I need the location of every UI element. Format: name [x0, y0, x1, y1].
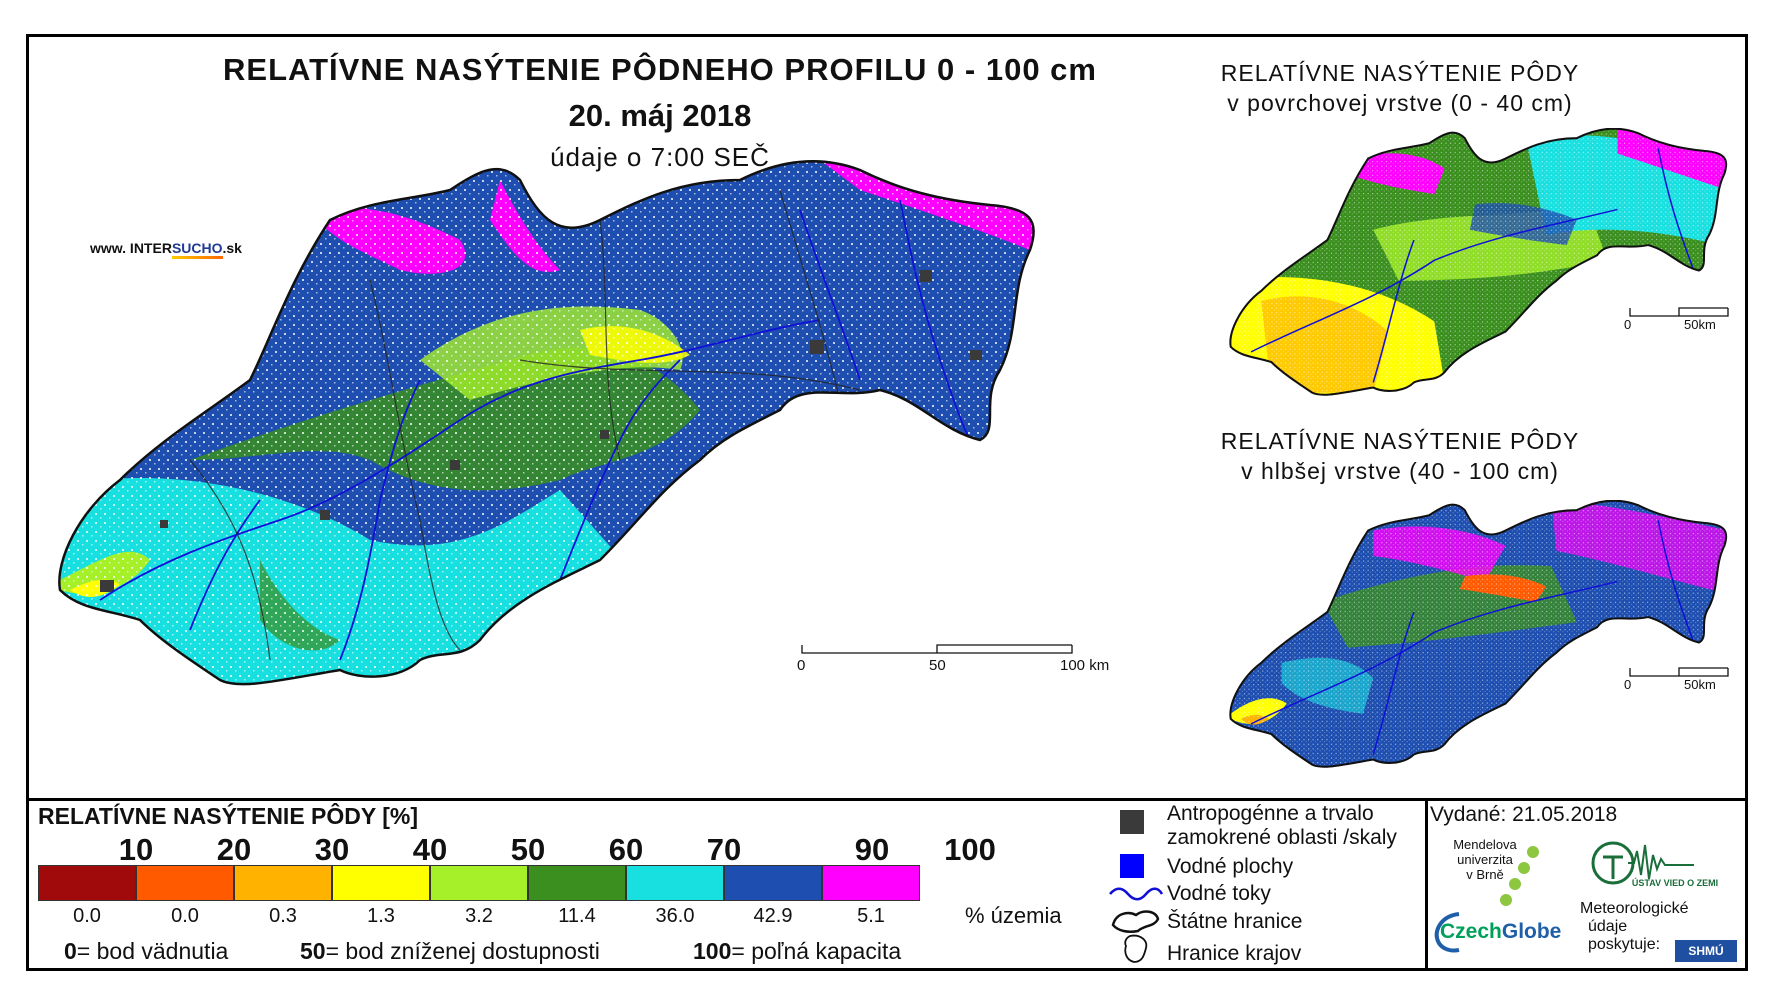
- legend-threshold-10: 10: [118, 832, 154, 867]
- map-time-note: údaje o 7:00 SEČ: [550, 142, 770, 172]
- inset-bottom-scale-bar: [1629, 667, 1729, 677]
- inset-bottom-title-1: RELATÍVNE NASÝTENIE PÔDY: [1220, 428, 1580, 454]
- legend-swatch-8: [822, 865, 920, 901]
- legend-share-8: 5.1: [857, 905, 885, 927]
- definition-100: 100= poľná kapacita: [693, 938, 902, 964]
- legend-threshold-20: 20: [216, 832, 252, 867]
- inset-top-title-1: RELATÍVNE NASÝTENIE PÔDY: [1220, 60, 1580, 86]
- region-border-label: Hranice krajov: [1167, 942, 1302, 965]
- map-date: 20. máj 2018: [568, 98, 752, 133]
- state-border-label: Štátne hranice: [1167, 910, 1303, 933]
- inset-top-scale-bar: [1629, 307, 1729, 317]
- definition-0: 0= bod vädnutia: [64, 938, 229, 964]
- legend-threshold-90: 90: [854, 832, 890, 867]
- inset-top-scale-50: 50km: [1684, 317, 1716, 332]
- main-scale-50: 50: [929, 657, 946, 674]
- legend-threshold-60: 60: [608, 832, 644, 867]
- main-scale-100: 100 km: [1060, 657, 1110, 674]
- legend-share-0: 0.0: [73, 905, 101, 927]
- state-border-symbol: [1111, 910, 1160, 933]
- inset-bottom-title-2: v hlbšej vrstve (40 - 100 cm): [1241, 458, 1559, 484]
- inset-bottom-scale-0: 0: [1624, 677, 1632, 692]
- main-map: [58, 160, 1035, 686]
- inset-bottom-scale-50: 50km: [1684, 677, 1716, 692]
- anthropogenic-label: Antropogénne a trvalo zamokrené oblasti /…: [1167, 802, 1397, 849]
- czechglobe-arc-icon: [1434, 912, 1460, 953]
- earth-science-institute-logo: [1591, 841, 1694, 885]
- anthropogenic-symbol: [1120, 810, 1144, 834]
- inset-top-map: [1229, 128, 1728, 396]
- main-map-border: [58, 160, 1035, 686]
- legend-threshold-30: 30: [314, 832, 350, 867]
- legend-swatch-2: [234, 865, 332, 901]
- legend-swatch-5: [528, 865, 626, 901]
- mendel-dots-logo: [1500, 846, 1539, 906]
- shmu-logo: SHMÚ: [1675, 940, 1737, 962]
- legend-swatch-0: [38, 865, 136, 901]
- legend-share-2: 0.3: [269, 905, 297, 927]
- legend-divider: [26, 798, 1748, 801]
- legend-swatch-3: [332, 865, 430, 901]
- legend-vertical-divider: [1425, 798, 1428, 971]
- legend-swatch-6: [626, 865, 724, 901]
- issued-date: Vydané: 21.05.2018: [1430, 803, 1618, 826]
- water-body-label: Vodné plochy: [1167, 855, 1294, 878]
- legend-swatch-1: [136, 865, 234, 901]
- legend-share-3: 1.3: [367, 905, 395, 927]
- main-map-raster: [59, 161, 1034, 685]
- legend-threshold-100: 100: [944, 832, 996, 867]
- region-border-symbol: [1124, 934, 1148, 963]
- earth-science-institute-label: ÚSTAV VIED O ZEMI: [1631, 878, 1719, 888]
- river-label: Vodné toky: [1167, 882, 1271, 905]
- legend-share-6: 36.0: [655, 905, 695, 927]
- main-scale-bar: [801, 644, 1073, 654]
- legend-threshold-40: 40: [412, 832, 448, 867]
- legend-share-1: 0.0: [171, 905, 199, 927]
- map-title: RELATÍVNE NASÝTENIE PÔDNEHO PROFILU 0 - …: [223, 52, 1097, 87]
- share-unit: % územia: [965, 903, 1062, 928]
- definition-50: 50= bod zníženej dostupnosti: [300, 938, 600, 964]
- main-scale-0: 0: [797, 657, 806, 674]
- inset-top-scale-0: 0: [1624, 317, 1632, 332]
- legend-threshold-50: 50: [510, 832, 546, 867]
- czechglobe-logo: CzechGlobe: [1440, 920, 1562, 943]
- website-link[interactable]: www. INTERSUCHO.sk: [90, 240, 242, 259]
- mendel-university-label: Mendelova univerzita v Brně: [1453, 837, 1517, 882]
- legend-share-5: 11.4: [558, 905, 596, 927]
- legend-swatch-4: [430, 865, 528, 901]
- legend-threshold-70: 70: [706, 832, 742, 867]
- legend-swatch-7: [724, 865, 822, 901]
- inset-top-title-2: v povrchovej vrstve (0 - 40 cm): [1227, 90, 1573, 116]
- river-symbol: [1109, 887, 1164, 901]
- water-body-symbol: [1120, 854, 1144, 878]
- legend-title: RELATÍVNE NASÝTENIE PÔDY [%]: [38, 803, 418, 829]
- meteo-data-label: Meteorologické údaje poskytuje:: [1580, 900, 1689, 953]
- inset-bottom-map: [1229, 500, 1728, 768]
- legend-share-7: 42.9: [753, 905, 793, 927]
- legend-share-4: 3.2: [465, 905, 493, 927]
